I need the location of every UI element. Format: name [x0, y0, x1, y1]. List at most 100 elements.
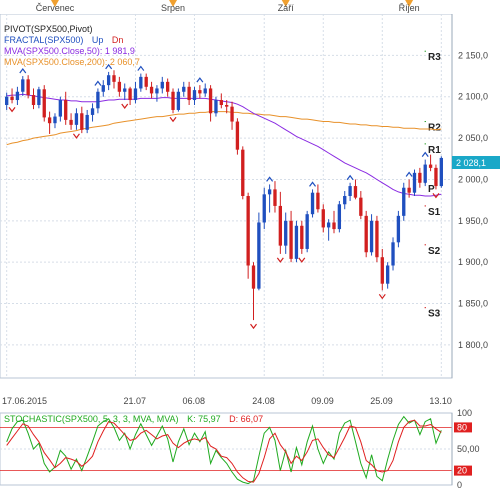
candle-body: [321, 209, 325, 228]
candle: [80, 106, 84, 134]
candle-body: [15, 91, 20, 101]
candles: [5, 70, 443, 321]
legend-fractal: FRACTAL(SPX500) Up Dn: [4, 35, 123, 45]
candle: [428, 154, 433, 172]
candle: [21, 76, 25, 96]
candle: [402, 182, 406, 221]
candle-body: [182, 86, 186, 92]
candle-body: [337, 204, 342, 230]
candle-body: [375, 220, 379, 258]
candle: [289, 210, 293, 263]
price-badge: [452, 156, 500, 169]
candle: [187, 81, 191, 105]
fractal-down-icon: [432, 193, 440, 199]
candle-body: [332, 222, 336, 230]
candle: [241, 146, 245, 200]
mva50-line: [6, 93, 442, 197]
stochastic-lines: [0, 415, 452, 485]
stoch-tick-label: 100: [457, 408, 472, 418]
candle-body: [171, 91, 175, 110]
price-axis: 2 150,0 2 100,0 2 050,0 2 000,0 1 950,0 1 900…: [451, 14, 488, 378]
candle-body: [165, 81, 170, 92]
date-tick-label: 24.08: [252, 396, 275, 406]
month-marker-icon: [169, 0, 178, 7]
candle: [316, 184, 320, 213]
candle-body: [21, 79, 25, 92]
candle-body: [149, 86, 154, 94]
candle: [160, 76, 164, 94]
candle-body: [69, 119, 73, 125]
candle-body: [42, 89, 46, 118]
stoch-label: STOCHASTIC(SPX500, 5, 3, 3, MVA, MVA) K:…: [4, 414, 263, 424]
candle-body: [262, 194, 266, 223]
fractal-up-icon: [19, 68, 27, 74]
candle-body: [241, 149, 245, 196]
candle: [294, 220, 299, 263]
candle-body: [235, 121, 240, 150]
candle-body: [123, 88, 127, 92]
candle-body: [257, 222, 261, 289]
candle-body: [300, 225, 304, 249]
stoch-level-badge: [454, 422, 472, 433]
candle: [343, 191, 347, 210]
month-label: Srpen: [161, 3, 185, 13]
candle: [332, 210, 336, 234]
legend: PIVOT(SPX500,Pivot) FRACTAL(SPX500) Up D…: [4, 24, 140, 67]
candle: [123, 83, 127, 101]
candle: [15, 86, 20, 105]
legend-fractal-name: FRACTAL(SPX500): [4, 35, 83, 45]
candle-body: [117, 81, 122, 92]
fractal-up-icon: [266, 176, 274, 182]
month-markers: Červenec Srpen Září Říjen: [36, 0, 420, 13]
fractal-up-icon: [421, 151, 429, 157]
candle-body: [96, 91, 100, 109]
fractal-down-icon: [121, 103, 129, 110]
candle: [10, 88, 14, 104]
candle-body: [198, 90, 202, 94]
date-tick-label: 13.10: [429, 396, 452, 406]
candle: [106, 71, 111, 91]
price-tick-label: 2 050,0: [458, 133, 488, 143]
fractal-up-icon: [405, 171, 413, 177]
candle-body: [396, 215, 401, 243]
candle-body: [5, 96, 9, 105]
candle: [230, 101, 234, 130]
candle: [182, 81, 186, 97]
pivot-label-r3: R3: [428, 52, 441, 63]
candle: [64, 91, 68, 125]
candle-body: [273, 189, 277, 206]
candle: [203, 83, 207, 97]
candle: [300, 220, 304, 254]
stoch-tick-label: 20: [457, 466, 467, 476]
candle: [112, 70, 116, 89]
pivot-label-s1: S1: [428, 207, 441, 218]
candle: [305, 210, 309, 253]
fractal-up-icon: [196, 77, 204, 83]
candle-body: [305, 214, 309, 249]
candle-body: [364, 215, 368, 253]
candle: [251, 262, 256, 321]
candle: [246, 192, 250, 279]
candle-body: [380, 257, 384, 284]
candle: [337, 200, 342, 233]
candle: [359, 191, 363, 220]
candle: [257, 212, 261, 291]
candle: [176, 88, 181, 112]
date-tick-label: 09.09: [311, 396, 334, 406]
price-panel[interactable]: [0, 13, 453, 379]
candle-body: [407, 187, 411, 193]
candle: [117, 76, 122, 97]
month-marker-icon: [405, 0, 414, 7]
candle-body: [428, 164, 433, 168]
candle: [391, 237, 395, 271]
candle: [321, 204, 325, 233]
candle: [369, 214, 374, 256]
candle: [267, 184, 272, 213]
candle: [53, 113, 57, 129]
fractal-up-icon: [346, 174, 354, 181]
candle: [133, 81, 138, 104]
candle: [96, 88, 100, 114]
candle: [396, 210, 401, 248]
